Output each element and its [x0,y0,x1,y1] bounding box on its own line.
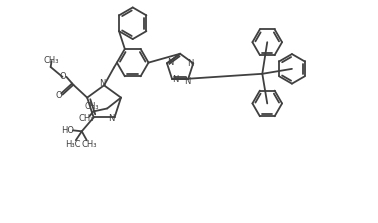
Text: N: N [108,114,115,123]
Text: N: N [187,59,194,68]
Text: CH₃: CH₃ [82,140,98,149]
Text: CH₃: CH₃ [84,102,99,111]
Text: N: N [167,58,173,67]
Text: H₃C: H₃C [65,140,81,149]
Text: O: O [55,91,62,100]
Text: CH₃: CH₃ [44,56,59,65]
Text: N: N [99,79,105,88]
Text: O: O [59,72,66,81]
Text: CH₃: CH₃ [79,114,94,123]
Text: N: N [172,75,178,84]
Text: HO: HO [62,126,74,135]
Text: N: N [184,77,191,86]
